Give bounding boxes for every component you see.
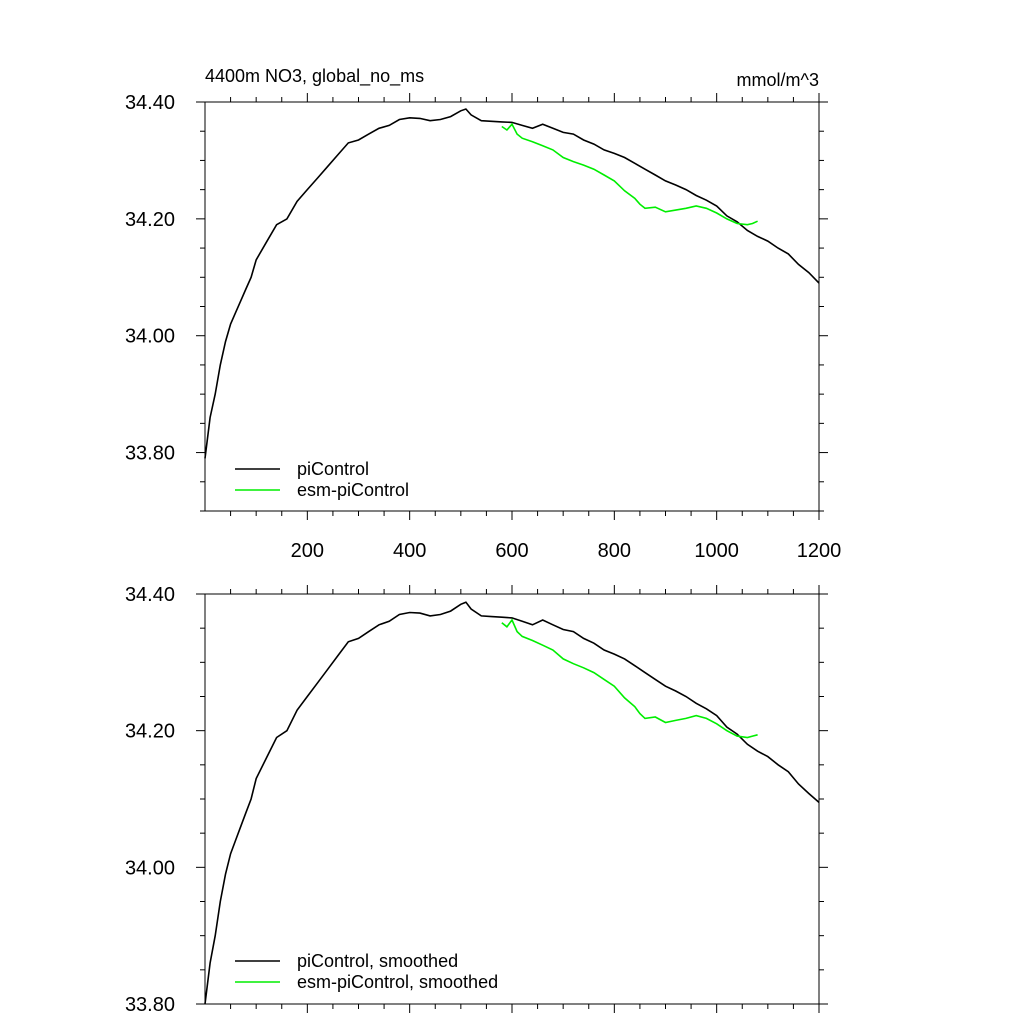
plot-frame-bottom bbox=[204, 593, 820, 1005]
y-tick-label: 34.20 bbox=[125, 209, 175, 231]
series-top bbox=[204, 108, 820, 459]
y-tick-label: 34.00 bbox=[125, 857, 175, 879]
legend-label-picontrol: piControl bbox=[297, 459, 369, 479]
legend-top: piControl esm-piControl bbox=[235, 459, 409, 500]
y-tick-label: 34.40 bbox=[125, 92, 175, 114]
legend-label-esm-picontrol: esm-piControl bbox=[297, 480, 409, 500]
series-line-esm-picontrol bbox=[501, 122, 758, 226]
ticks-bottom: 33.80 34.00 34.20 34.40 bbox=[125, 584, 828, 1016]
x-tick-label: 800 bbox=[598, 540, 631, 562]
series-bottom bbox=[204, 601, 820, 1005]
series-line-esm-picontrol-smoothed bbox=[501, 618, 758, 739]
y-tick-label: 34.00 bbox=[125, 326, 175, 348]
x-tick-label: 200 bbox=[291, 540, 324, 562]
chart-title: 4400m NO3, global_no_ms bbox=[205, 66, 424, 87]
plot-frame-top bbox=[204, 101, 820, 512]
x-tick-label: 400 bbox=[393, 540, 426, 562]
panel-bottom: 33.80 34.00 34.20 34.40 piControl, smoothed… bbox=[125, 584, 828, 1016]
legend-label-esm-picontrol-smoothed: esm-piControl, smoothed bbox=[297, 972, 498, 992]
y-tick-label: 33.80 bbox=[125, 443, 175, 465]
series-line-picontrol-smoothed bbox=[204, 601, 820, 1005]
legend-bottom: piControl, smoothed esm-piControl, smoot… bbox=[235, 951, 498, 992]
y-tick-label: 34.20 bbox=[125, 721, 175, 743]
ticks-top: 200 400 600 800 1000 1200 33.80 34.00 34.20 34.40 bbox=[125, 92, 841, 562]
x-tick-label: 1000 bbox=[694, 540, 739, 562]
y-tick-label: 33.80 bbox=[125, 994, 175, 1016]
x-tick-label: 600 bbox=[495, 540, 528, 562]
x-tick-label: 1200 bbox=[797, 540, 842, 562]
units-label: mmol/m^3 bbox=[737, 70, 819, 90]
series-line-picontrol bbox=[204, 108, 820, 459]
y-tick-label: 34.40 bbox=[125, 584, 175, 606]
legend-label-picontrol-smoothed: piControl, smoothed bbox=[297, 951, 458, 971]
panel-top: 4400m NO3, global_no_ms mmol/m^3 200 400 6… bbox=[125, 66, 841, 562]
